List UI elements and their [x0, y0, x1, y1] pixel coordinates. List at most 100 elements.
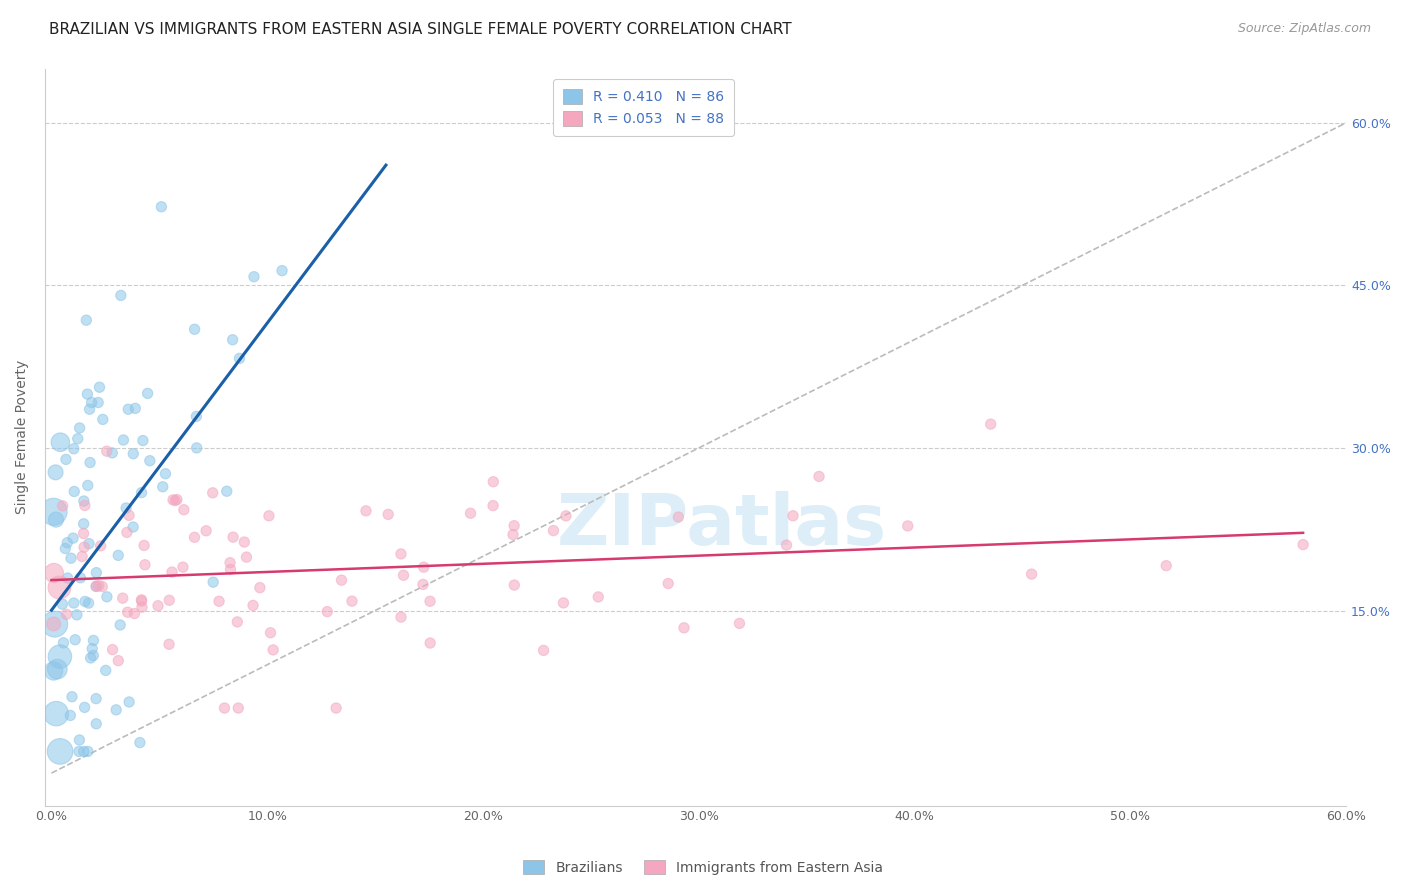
- Point: [72, 516, 94, 531]
- Point: [132, 538, 155, 552]
- Point: [242, 599, 264, 613]
- Point: [186, 409, 208, 424]
- Point: [131, 594, 153, 608]
- Point: [76, 478, 98, 492]
- Point: [67, 733, 90, 747]
- Point: [131, 600, 153, 615]
- Point: [69, 571, 91, 585]
- Point: [208, 594, 231, 608]
- Point: [503, 518, 526, 533]
- Point: [52, 499, 75, 513]
- Point: [162, 492, 184, 507]
- Point: [60, 690, 83, 704]
- Point: [271, 263, 294, 277]
- Point: [42, 664, 65, 678]
- Point: [84, 691, 107, 706]
- Point: [56, 571, 79, 585]
- Point: [111, 591, 134, 606]
- Point: [84, 579, 107, 593]
- Point: [588, 590, 610, 604]
- Point: [131, 592, 153, 607]
- Point: [112, 433, 135, 447]
- Legend: R = 0.410   N = 86, R = 0.053   N = 88: R = 0.410 N = 86, R = 0.053 N = 88: [553, 79, 734, 136]
- Point: [150, 200, 173, 214]
- Point: [122, 447, 145, 461]
- Text: BRAZILIAN VS IMMIGRANTS FROM EASTERN ASIA SINGLE FEMALE POVERTY CORRELATION CHAR: BRAZILIAN VS IMMIGRANTS FROM EASTERN ASI…: [49, 22, 792, 37]
- Point: [460, 506, 482, 520]
- Point: [59, 551, 82, 566]
- Point: [226, 615, 249, 629]
- Point: [160, 565, 183, 579]
- Point: [152, 480, 174, 494]
- Point: [48, 581, 70, 595]
- Point: [316, 605, 339, 619]
- Point: [82, 648, 104, 663]
- Point: [42, 505, 65, 519]
- Point: [412, 560, 434, 574]
- Point: [49, 435, 72, 450]
- Point: [325, 701, 347, 715]
- Point: [80, 395, 103, 409]
- Point: [166, 492, 188, 507]
- Point: [808, 469, 831, 483]
- Point: [122, 520, 145, 534]
- Point: [214, 701, 236, 715]
- Point: [56, 535, 79, 549]
- Point: [131, 485, 153, 500]
- Point: [1292, 538, 1315, 552]
- Point: [330, 573, 353, 587]
- Point: [77, 536, 100, 550]
- Point: [782, 508, 804, 523]
- Point: [354, 504, 377, 518]
- Point: [146, 599, 169, 613]
- Point: [117, 605, 139, 619]
- Point: [389, 610, 412, 624]
- Point: [96, 590, 118, 604]
- Point: [221, 333, 243, 347]
- Point: [132, 434, 155, 448]
- Point: [392, 568, 415, 582]
- Point: [897, 519, 920, 533]
- Point: [172, 560, 194, 574]
- Point: [118, 508, 141, 523]
- Point: [101, 446, 124, 460]
- Point: [89, 380, 111, 394]
- Point: [66, 432, 89, 446]
- Point: [775, 538, 797, 552]
- Point: [249, 581, 271, 595]
- Point: [44, 617, 66, 632]
- Point: [115, 525, 138, 540]
- Point: [155, 467, 177, 481]
- Point: [235, 550, 257, 565]
- Point: [183, 530, 205, 544]
- Point: [79, 456, 101, 470]
- Point: [201, 485, 224, 500]
- Point: [657, 576, 679, 591]
- Point: [67, 744, 90, 758]
- Point: [55, 452, 77, 467]
- Point: [77, 744, 100, 758]
- Point: [73, 494, 96, 508]
- Point: [94, 664, 117, 678]
- Point: [45, 706, 67, 721]
- Point: [482, 475, 505, 489]
- Point: [105, 703, 128, 717]
- Point: [82, 633, 104, 648]
- Point: [63, 632, 86, 647]
- Point: [980, 417, 1002, 431]
- Point: [215, 484, 238, 499]
- Point: [101, 642, 124, 657]
- Point: [228, 351, 250, 366]
- Point: [72, 526, 94, 541]
- Point: [63, 484, 86, 499]
- Point: [419, 636, 441, 650]
- Point: [666, 510, 689, 524]
- Point: [49, 649, 72, 664]
- Point: [134, 558, 156, 572]
- Point: [222, 530, 245, 544]
- Point: [1154, 558, 1177, 573]
- Point: [76, 387, 98, 401]
- Point: [340, 594, 363, 608]
- Point: [96, 444, 118, 458]
- Point: [62, 596, 84, 610]
